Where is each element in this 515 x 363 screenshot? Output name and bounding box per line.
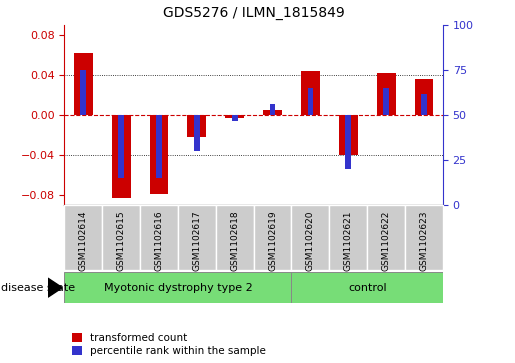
Bar [64, 205, 102, 270]
Text: Myotonic dystrophy type 2: Myotonic dystrophy type 2 [104, 283, 252, 293]
Bar [112, 115, 131, 198]
Bar [346, 115, 351, 169]
Bar [80, 70, 86, 115]
Title: GDS5276 / ILMN_1815849: GDS5276 / ILMN_1815849 [163, 6, 345, 20]
Bar [156, 115, 162, 178]
Text: GSM1102623: GSM1102623 [420, 210, 428, 271]
Bar [421, 94, 427, 115]
Bar [263, 110, 282, 115]
Legend: transformed count, percentile rank within the sample: transformed count, percentile rank withi… [72, 333, 266, 356]
Text: GSM1102618: GSM1102618 [230, 210, 239, 271]
Text: GSM1102617: GSM1102617 [193, 210, 201, 271]
Text: GSM1102619: GSM1102619 [268, 210, 277, 271]
Bar [64, 272, 291, 303]
Bar [291, 272, 443, 303]
Bar [149, 115, 168, 194]
Text: disease state: disease state [1, 283, 75, 293]
Bar [216, 205, 253, 270]
Bar [140, 205, 178, 270]
Bar [376, 73, 396, 115]
Bar [232, 115, 237, 121]
Bar [383, 88, 389, 115]
Bar [291, 205, 330, 270]
Bar [187, 115, 207, 137]
Bar [270, 105, 276, 115]
Polygon shape [48, 278, 62, 297]
Text: GSM1102615: GSM1102615 [117, 210, 126, 271]
Bar [330, 205, 367, 270]
Bar [102, 205, 140, 270]
Text: GSM1102622: GSM1102622 [382, 210, 390, 271]
Bar [367, 205, 405, 270]
Bar [253, 205, 291, 270]
Text: control: control [348, 283, 386, 293]
Text: GSM1102616: GSM1102616 [154, 210, 163, 271]
Text: GSM1102614: GSM1102614 [79, 210, 88, 271]
Bar [74, 53, 93, 115]
Bar [118, 115, 124, 178]
Text: GSM1102620: GSM1102620 [306, 210, 315, 271]
Bar [339, 115, 358, 155]
Bar [405, 205, 443, 270]
Bar [415, 79, 434, 115]
Bar [301, 72, 320, 115]
Text: GSM1102621: GSM1102621 [344, 210, 353, 271]
Bar [178, 205, 216, 270]
Bar [225, 115, 244, 118]
Bar [307, 88, 313, 115]
Bar [194, 115, 200, 151]
